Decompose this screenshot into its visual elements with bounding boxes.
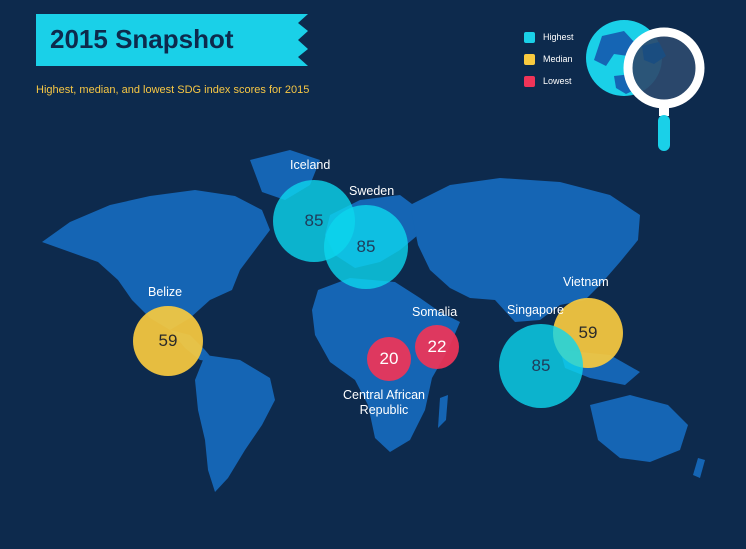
country-label-sweden: Sweden — [349, 184, 395, 198]
title-banner: 2015 Snapshot — [36, 14, 308, 66]
legend-item-median: Median — [524, 52, 574, 66]
subtitle: Highest, median, and lowest SDG index sc… — [36, 84, 310, 96]
country-label-vietnam: Vietnam — [563, 275, 609, 289]
score-bubble-sweden: 85 — [324, 205, 408, 289]
madagascar-landmass — [438, 395, 448, 428]
new-zealand-landmass — [693, 458, 705, 478]
legend-swatch-lowest — [524, 75, 535, 87]
legend-label: Highest — [543, 32, 574, 42]
country-label-iceland: Iceland — [290, 158, 331, 172]
legend-item-highest: Highest — [524, 30, 574, 44]
score-bubble-central-african-republic: 20 — [367, 337, 411, 381]
legend-item-lowest: Lowest — [524, 74, 574, 88]
country-label-line: Republic — [359, 403, 409, 417]
legend: Highest Median Lowest — [524, 30, 574, 96]
magnifier-globe-icon — [586, 20, 705, 151]
country-label-line: Central African — [343, 388, 425, 402]
country-label-singapore: Singapore — [507, 303, 564, 317]
country-label-central-african-republic: Central African Republic — [343, 388, 425, 418]
page-title: 2015 Snapshot — [50, 24, 234, 54]
country-label-somalia: Somalia — [412, 305, 458, 319]
legend-swatch-median — [524, 53, 535, 65]
score-bubble-singapore: 85 — [499, 324, 583, 408]
south-america-landmass — [195, 355, 275, 492]
asia-landmass — [410, 178, 640, 322]
country-label-belize: Belize — [148, 285, 183, 299]
score-bubble-somalia: 22 — [415, 325, 459, 369]
legend-label: Lowest — [543, 76, 572, 86]
score-bubble-belize: 59 — [133, 306, 203, 376]
australia-landmass — [590, 395, 688, 462]
legend-label: Median — [543, 54, 573, 64]
north-america-landmass — [42, 190, 270, 330]
legend-swatch-highest — [524, 31, 535, 43]
